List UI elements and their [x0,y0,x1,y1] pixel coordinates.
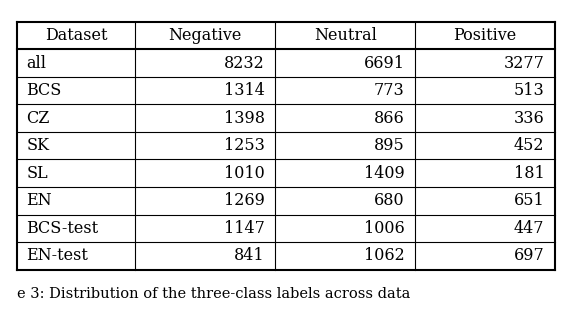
Text: EN: EN [26,192,52,209]
Text: 1062: 1062 [364,247,405,264]
Text: 452: 452 [514,137,545,154]
Text: 697: 697 [514,247,545,264]
Text: 895: 895 [374,137,405,154]
Text: BCS: BCS [26,82,62,99]
Text: 447: 447 [514,220,545,237]
Text: 6691: 6691 [364,55,405,72]
Text: all: all [26,55,46,72]
Text: 1409: 1409 [364,165,405,182]
Text: 513: 513 [514,82,545,99]
Text: CZ: CZ [26,110,50,127]
Text: Negative: Negative [169,27,242,44]
Text: 1253: 1253 [224,137,265,154]
Text: 1269: 1269 [224,192,265,209]
Text: 1147: 1147 [224,220,265,237]
Text: e 3: Distribution of the three-class labels across data: e 3: Distribution of the three-class lab… [17,287,411,302]
Text: 651: 651 [514,192,545,209]
Text: Dataset: Dataset [45,27,108,44]
Text: 866: 866 [374,110,405,127]
Text: 1010: 1010 [224,165,265,182]
Text: 8232: 8232 [224,55,265,72]
Text: 1006: 1006 [364,220,405,237]
Text: 1314: 1314 [224,82,265,99]
Text: 773: 773 [374,82,405,99]
Text: SL: SL [26,165,48,182]
Text: 181: 181 [514,165,545,182]
Text: SK: SK [26,137,49,154]
Text: 336: 336 [514,110,545,127]
Text: 680: 680 [374,192,405,209]
Text: 841: 841 [235,247,265,264]
Text: BCS-test: BCS-test [26,220,98,237]
Text: EN-test: EN-test [26,247,88,264]
Text: Positive: Positive [454,27,517,44]
Text: Neutral: Neutral [313,27,376,44]
Text: 1398: 1398 [224,110,265,127]
Text: 3277: 3277 [504,55,545,72]
